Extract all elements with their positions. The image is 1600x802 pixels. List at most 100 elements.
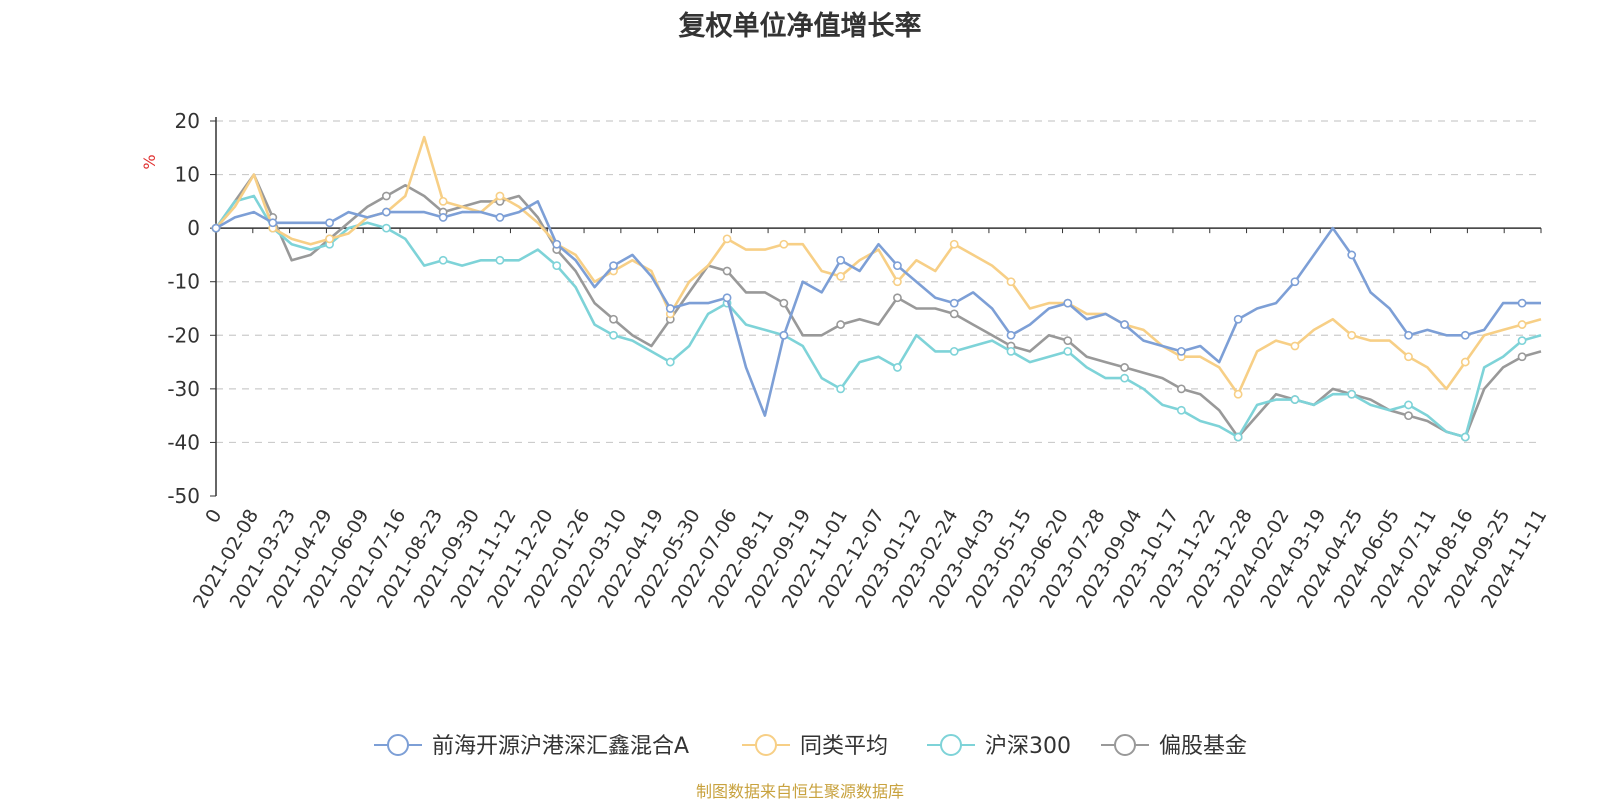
data-point <box>1517 298 1527 308</box>
y-tick-label: 20 <box>175 109 200 133</box>
data-point <box>211 223 221 233</box>
data-point <box>665 357 675 367</box>
chart-title: 复权单位净值增长率 <box>678 11 922 42</box>
y-tick-label: -30 <box>167 377 200 401</box>
data-point <box>381 207 391 217</box>
data-point <box>1006 330 1016 340</box>
data-point <box>1517 320 1527 329</box>
data-point <box>1404 330 1413 340</box>
data-point <box>665 304 675 313</box>
data-point <box>495 255 505 265</box>
data-point <box>1063 336 1073 346</box>
data-point <box>1347 389 1357 399</box>
data-point <box>1120 363 1129 372</box>
legend-label: 前海开源沪港深汇鑫混合A <box>432 734 689 759</box>
data-point <box>893 363 902 372</box>
legend-swatch-marker <box>1114 734 1136 756</box>
series-line-1 <box>215 135 1542 396</box>
data-point <box>552 239 562 249</box>
data-point <box>381 223 391 233</box>
data-point <box>1006 277 1016 287</box>
data-point <box>779 239 789 249</box>
data-point <box>552 261 562 271</box>
data-point <box>609 330 618 340</box>
data-point <box>893 293 902 303</box>
series-lines <box>211 135 1542 442</box>
axes <box>210 117 1542 497</box>
y-tick-label: -50 <box>167 484 200 508</box>
data-point <box>949 239 959 249</box>
data-point <box>949 298 959 308</box>
legend-label: 沪深300 <box>985 734 1071 759</box>
data-point <box>268 218 278 228</box>
legend-swatch-marker <box>940 734 962 756</box>
legend-swatch-marker <box>755 734 777 756</box>
data-point <box>836 255 846 265</box>
x-tick-labels: 02021-02-082021-03-232021-04-292021-06-0… <box>189 506 1551 613</box>
data-point <box>609 314 618 324</box>
series-line-2 <box>214 194 1542 439</box>
data-point <box>1006 346 1016 356</box>
legend-label: 同类平均 <box>800 734 888 759</box>
data-point <box>722 234 732 244</box>
data-point <box>1063 298 1073 308</box>
data-point <box>438 255 448 265</box>
y-axis-label: % <box>140 154 159 169</box>
data-point <box>836 384 846 394</box>
data-point <box>1176 384 1186 394</box>
data-point <box>1176 346 1186 356</box>
data-point <box>949 346 959 356</box>
legend-item-2[interactable]: 沪深300 <box>927 734 1071 759</box>
legend-item-3[interactable]: 偏股基金 <box>1101 734 1247 759</box>
y-tick-label: 0 <box>187 216 200 240</box>
data-point <box>1404 411 1413 421</box>
data-point <box>893 261 902 271</box>
data-point <box>495 191 505 201</box>
data-point <box>1404 400 1413 410</box>
legend-swatch-marker <box>387 734 409 756</box>
data-point <box>609 261 618 271</box>
series-line-3 <box>214 173 1542 439</box>
data-point <box>1290 277 1300 287</box>
data-point <box>1233 389 1243 399</box>
y-tick-labels: 20 10 0 -10 -20 -30 -40 -50 <box>167 109 200 508</box>
data-point <box>779 330 789 340</box>
data-point <box>722 266 732 276</box>
data-point <box>438 196 448 206</box>
data-point <box>325 218 334 228</box>
data-point <box>1290 341 1300 351</box>
y-tick-label: -20 <box>167 323 200 347</box>
data-point <box>1233 314 1243 324</box>
data-point <box>836 271 846 281</box>
data-point <box>1290 395 1300 404</box>
legend-item-0[interactable]: 前海开源沪港深汇鑫混合A <box>374 734 689 759</box>
data-point <box>1233 432 1243 442</box>
legend: 前海开源沪港深汇鑫混合A 同类平均 沪深300 偏股基金 <box>374 734 1247 759</box>
legend-item-1[interactable]: 同类平均 <box>742 734 888 759</box>
y-tick-label: -40 <box>167 430 200 454</box>
y-tick-label: 10 <box>175 163 200 187</box>
data-point <box>1347 250 1357 260</box>
data-point <box>325 234 334 244</box>
y-tick-label: -10 <box>167 270 200 294</box>
data-point <box>438 213 448 222</box>
data-point <box>1460 357 1470 367</box>
data-point <box>1063 346 1073 356</box>
data-point <box>893 277 902 287</box>
data-point <box>949 309 959 319</box>
series-line-0 <box>215 200 1541 417</box>
data-point <box>1404 352 1413 362</box>
x-tick-label: 0 <box>201 506 226 527</box>
data-point <box>1517 336 1527 346</box>
data-point <box>1460 330 1470 340</box>
data-point <box>381 191 391 201</box>
source-note: 制图数据来自恒生聚源数据库 <box>695 782 904 801</box>
data-point <box>1176 405 1186 415</box>
data-point <box>1120 320 1129 329</box>
data-point <box>1460 432 1470 442</box>
legend-label: 偏股基金 <box>1159 734 1247 759</box>
data-point <box>1120 373 1129 383</box>
data-point <box>779 298 789 308</box>
data-point <box>722 293 732 303</box>
